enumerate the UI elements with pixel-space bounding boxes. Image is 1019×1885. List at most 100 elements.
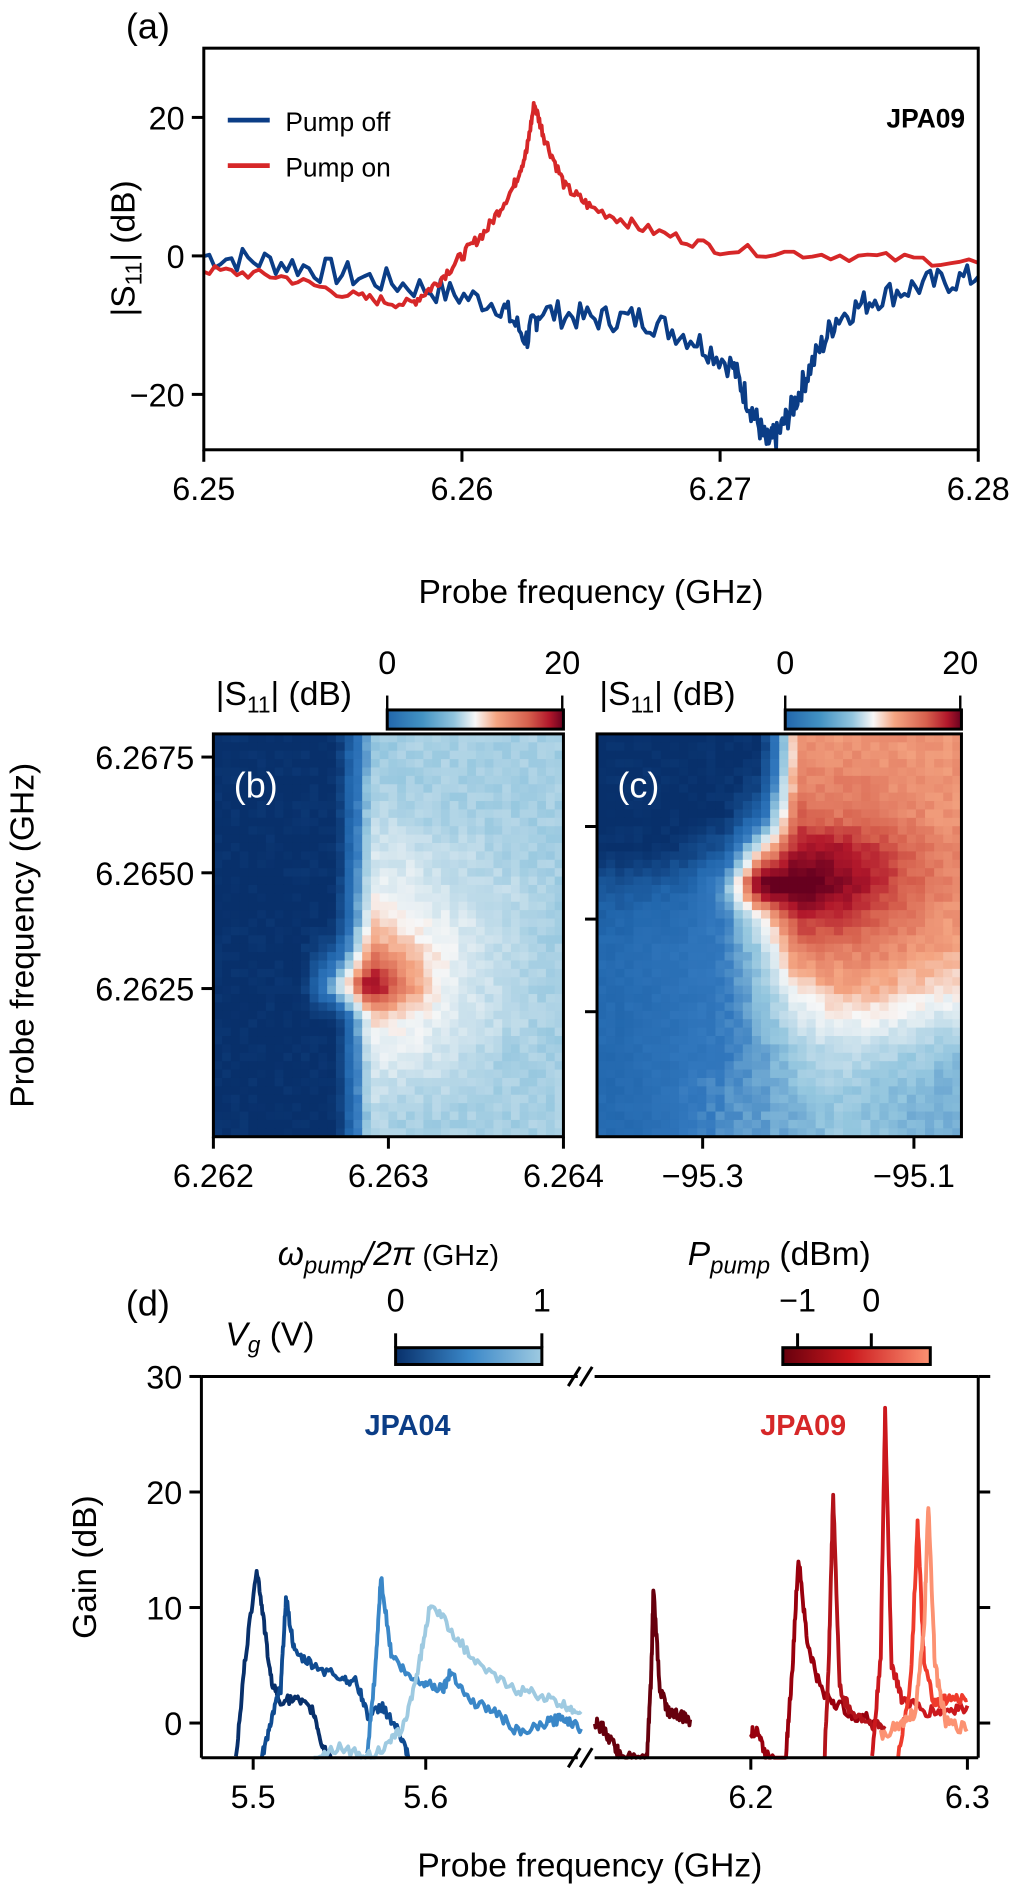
- heatmap-cell: [615, 1103, 626, 1113]
- heatmap-cell: [833, 1061, 844, 1071]
- heatmap-cell: [697, 943, 708, 953]
- heatmap-cell: [397, 759, 407, 769]
- heatmap-cell: [952, 817, 963, 827]
- heatmap-cell: [318, 1019, 328, 1029]
- heatmap-cell: [362, 876, 372, 886]
- heatmap-cell: [934, 1052, 944, 1062]
- heatmap-cell: [925, 960, 935, 970]
- heatmap-cell: [870, 851, 881, 861]
- heatmap-cell: [493, 1077, 503, 1088]
- heatmap-cell: [615, 952, 626, 962]
- heatmap-cell: [353, 901, 363, 911]
- heatmap-cell: [779, 1077, 790, 1088]
- heatmap-cell: [379, 1111, 390, 1121]
- heatmap-cell: [519, 742, 530, 752]
- heatmap-cell: [283, 1036, 293, 1046]
- heatmap-cell: [440, 926, 451, 937]
- heatmap-cell: [633, 868, 644, 878]
- series-pump-off: [203, 246, 980, 451]
- heatmap-cell: [510, 759, 521, 769]
- heatmap-cell: [362, 910, 372, 920]
- panel-d-xtick-label: 5.6: [403, 1779, 448, 1815]
- heatmap-cell: [353, 994, 363, 1004]
- heatmap-cell: [925, 1094, 935, 1104]
- heatmap-cell: [870, 1027, 881, 1037]
- heatmap-cell: [554, 1036, 565, 1046]
- heatmap-cell: [742, 943, 753, 953]
- heatmap-cell: [379, 893, 390, 903]
- heatmap-cell: [715, 1061, 726, 1071]
- heatmap-cell: [545, 750, 556, 760]
- heatmap-cell: [388, 926, 398, 937]
- heatmap-cell: [537, 1111, 547, 1121]
- heatmap-cell: [423, 1052, 433, 1062]
- heatmap-cell: [475, 926, 486, 937]
- heatmap-cell: [388, 759, 398, 769]
- heatmap-cell: [861, 792, 872, 802]
- heatmap-cell: [370, 775, 381, 785]
- heatmap-cell: [318, 910, 328, 920]
- heatmap-cell: [388, 935, 398, 945]
- heatmap-cell: [353, 851, 363, 861]
- heatmap-cell: [861, 876, 872, 886]
- heatmap-cell: [669, 943, 680, 953]
- heatmap-cell: [797, 826, 808, 836]
- heatmap-cell: [679, 1061, 689, 1071]
- heatmap-cell: [706, 1002, 717, 1012]
- heatmap-cell: [265, 868, 276, 878]
- heatmap-cell: [870, 1036, 881, 1046]
- heatmap-cell: [423, 1119, 433, 1130]
- heatmap-cell: [669, 834, 680, 844]
- heatmap-cell: [545, 784, 556, 794]
- heatmap-cell: [335, 868, 346, 878]
- heatmap-cell: [788, 1119, 799, 1130]
- heatmap-cell: [751, 742, 762, 752]
- heatmap-cell: [934, 767, 944, 777]
- heatmap-cell: [642, 759, 653, 769]
- heatmap-cell: [292, 742, 302, 752]
- heatmap-cell: [519, 918, 530, 928]
- heatmap-cell: [230, 968, 241, 978]
- heatmap-cell: [475, 1027, 486, 1037]
- heatmap-cell: [327, 1036, 337, 1046]
- heatmap-cell: [353, 985, 363, 995]
- heatmap-cell: [370, 1103, 381, 1113]
- heatmap-cell: [537, 968, 547, 978]
- heatmap-cell: [292, 910, 302, 920]
- heatmap-cell: [545, 759, 556, 769]
- heatmap-cell: [806, 910, 817, 920]
- heatmap-cell: [915, 1111, 926, 1121]
- heatmap-cell: [545, 1077, 556, 1088]
- heatmap-cell: [770, 910, 780, 920]
- heatmap-cell: [633, 1119, 644, 1130]
- heatmap-cell: [458, 1002, 468, 1012]
- heatmap-cell: [897, 960, 908, 970]
- heatmap-cell: [440, 893, 451, 903]
- heatmap-cell: [706, 884, 717, 895]
- heatmap-cell: [467, 809, 477, 819]
- heatmap-cell: [292, 784, 302, 794]
- heatmap-cell: [706, 817, 717, 827]
- heatmap-cell: [843, 842, 853, 853]
- heatmap-cell: [733, 943, 744, 953]
- heatmap-cell: [669, 1010, 680, 1020]
- heatmap-cell: [761, 876, 771, 886]
- heatmap-cell: [318, 742, 328, 752]
- heatmap-cell: [779, 935, 790, 945]
- heatmap-cell: [861, 859, 872, 869]
- heatmap-cell: [545, 918, 556, 928]
- heatmap-cell: [606, 968, 616, 978]
- heatmap-cell: [344, 884, 355, 895]
- heatmap-cell: [414, 809, 425, 819]
- heatmap-cell: [897, 985, 908, 995]
- heatmap-cell: [353, 792, 363, 802]
- heatmap-cell: [335, 952, 346, 962]
- heatmap-cell: [624, 742, 635, 752]
- heatmap-cell: [870, 1061, 881, 1071]
- heatmap-cell: [852, 767, 862, 777]
- heatmap-cell: [327, 801, 337, 811]
- heatmap-cell: [248, 1069, 258, 1079]
- heatmap-cell: [788, 817, 799, 827]
- heatmap-cell: [597, 775, 607, 785]
- heatmap-cell: [230, 943, 241, 953]
